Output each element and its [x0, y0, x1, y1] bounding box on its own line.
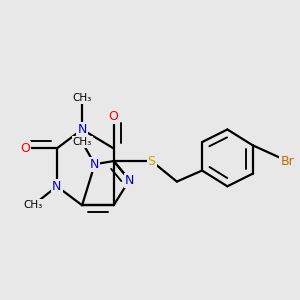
Text: N: N [52, 180, 62, 193]
Text: S: S [148, 154, 156, 168]
Text: Br: Br [280, 154, 294, 168]
Text: CH₃: CH₃ [23, 200, 43, 210]
Text: O: O [109, 110, 118, 123]
Text: O: O [20, 142, 30, 155]
Text: N: N [77, 123, 87, 136]
Text: CH₃: CH₃ [73, 93, 92, 103]
Text: N: N [125, 173, 134, 187]
Text: N: N [90, 158, 99, 171]
Text: CH₃: CH₃ [73, 137, 92, 147]
